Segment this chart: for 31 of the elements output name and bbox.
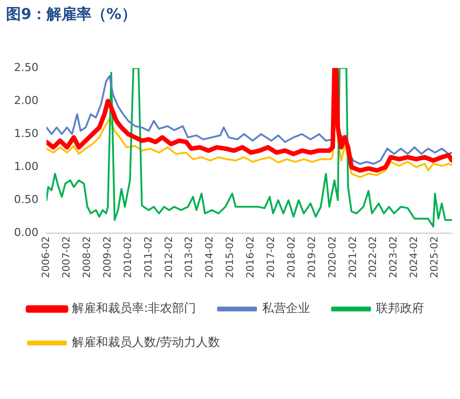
x-tick-label: 2016-02 [246, 236, 257, 278]
x-tick-label: 2024-02 [409, 236, 420, 278]
legend-label: 解雇和裁员率:非农部门 [72, 301, 196, 316]
x-tick-label: 2010-02 [122, 236, 134, 278]
x-tick-label: 2017-02 [266, 236, 277, 278]
x-tick-label: 2006-02 [41, 236, 52, 278]
legend-label: 私营企业 [262, 301, 310, 316]
x-tick-label: 2015-02 [225, 236, 236, 278]
y-tick-label: 0.00 [14, 226, 38, 240]
y-tick-label: 1.50 [14, 126, 38, 140]
x-tick-label: 2013-02 [184, 236, 196, 278]
x-tick-label: 2007-02 [62, 236, 73, 278]
x-tick-label: 2009-02 [102, 236, 114, 278]
y-tick-label: 2.50 [14, 60, 38, 74]
x-tick-label: 2012-02 [164, 236, 175, 278]
x-tick-label: 2020-02 [327, 236, 338, 278]
y-tick-label: 2.00 [14, 94, 38, 107]
chart-title: 图9：解雇率（%） [6, 4, 136, 23]
legend-label: 解雇和裁员人数/劳动力人数 [72, 335, 220, 350]
x-tick-label: 2022-02 [368, 236, 380, 278]
x-tick-label: 2023-02 [388, 236, 400, 278]
x-tick-label: 2014-02 [204, 236, 216, 278]
x-tick-label: 2011-02 [143, 236, 154, 278]
x-tick-label: 2025-02 [430, 236, 441, 278]
y-tick-label: 1.00 [14, 160, 38, 173]
x-tick-label: 2018-02 [286, 236, 298, 278]
x-tick-label: 2019-02 [306, 236, 318, 278]
x-tick-label: 2008-02 [82, 236, 93, 278]
legend-label: 联邦政府 [376, 301, 424, 316]
y-tick-label: 0.50 [14, 193, 38, 206]
x-tick-label: 2021-02 [348, 236, 359, 278]
